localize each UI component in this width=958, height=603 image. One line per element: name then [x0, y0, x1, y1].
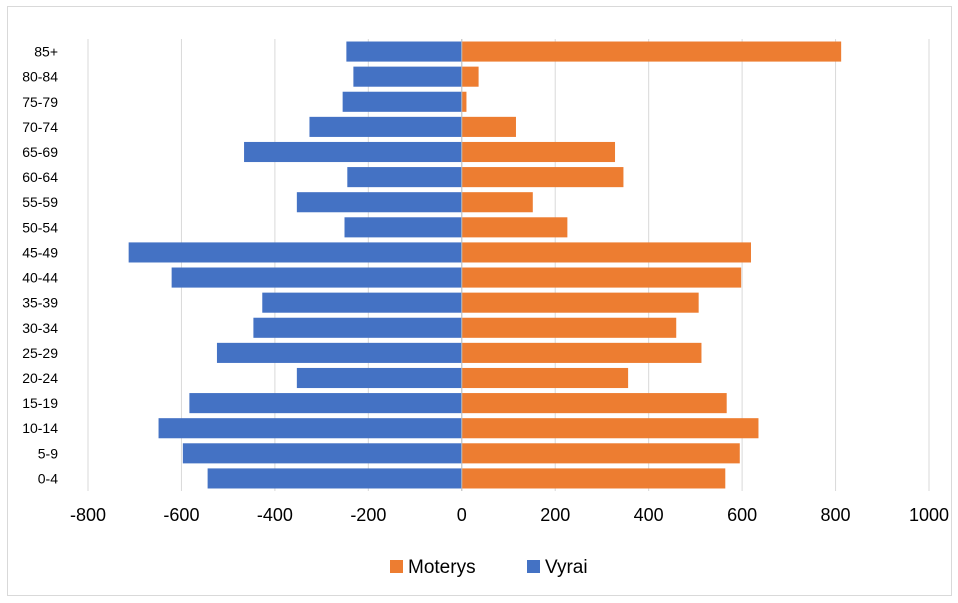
bar-vyrai-80-84	[353, 66, 462, 87]
x-tick-label: 800	[821, 505, 851, 525]
y-tick-label: 0-4	[38, 470, 58, 486]
bar-moterys-75-79	[461, 91, 467, 112]
bar-moterys-70-74	[461, 116, 516, 137]
bar-moterys-45-49	[461, 242, 751, 263]
y-tick-label: 50-54	[22, 219, 58, 235]
y-tick-label: 70-74	[22, 119, 58, 135]
y-tick-label: 45-49	[22, 244, 58, 260]
bar-vyrai-5-9	[182, 443, 462, 464]
legend-swatch-vyrai	[527, 560, 540, 573]
bar-moterys-15-19	[461, 393, 727, 414]
y-tick-label: 30-34	[22, 320, 58, 336]
x-tick-label: -600	[163, 505, 199, 525]
bar-vyrai-15-19	[189, 393, 462, 414]
bar-moterys-35-39	[461, 292, 699, 313]
x-tick-label: -800	[70, 505, 106, 525]
legend-swatch-moterys	[390, 560, 403, 573]
bar-vyrai-60-64	[347, 167, 462, 188]
bar-vyrai-35-39	[262, 292, 462, 313]
y-tick-label: 5-9	[38, 445, 58, 461]
x-tick-label: 1000	[909, 505, 949, 525]
x-tick-label: -200	[350, 505, 386, 525]
bar-vyrai-0-4	[207, 468, 462, 489]
x-tick-label: 600	[727, 505, 757, 525]
y-tick-label: 25-29	[22, 345, 58, 361]
legend-label-moterys: Moterys	[408, 557, 476, 578]
y-tick-label: 80-84	[22, 69, 58, 85]
bar-moterys-55-59	[461, 192, 533, 213]
legend-label-vyrai: Vyrai	[545, 557, 588, 578]
bar-vyrai-55-59	[296, 192, 462, 213]
bar-vyrai-70-74	[309, 116, 462, 137]
bar-moterys-60-64	[461, 167, 624, 188]
bar-moterys-10-14	[461, 418, 759, 439]
x-tick-label: 0	[457, 505, 467, 525]
bar-vyrai-65-69	[244, 141, 462, 163]
chart-area: -800 -600 -400 -200 0 200 400 600 800 1000 0-4 5-9 1…	[7, 6, 952, 596]
y-tick-label: 15-19	[22, 395, 58, 411]
bar-moterys-85+	[461, 41, 842, 62]
bar-vyrai-10-14	[158, 418, 462, 439]
bar-moterys-50-54	[461, 217, 568, 238]
bar-vyrai-85+	[346, 41, 462, 62]
bar-vyrai-50-54	[344, 217, 462, 238]
bar-moterys-0-4	[461, 468, 726, 489]
bar-vyrai-75-79	[342, 91, 462, 112]
bar-vyrai-20-24	[296, 367, 462, 389]
y-tick-label: 75-79	[22, 94, 58, 110]
bar-vyrai-30-34	[253, 317, 462, 338]
y-tick-label: 20-24	[22, 370, 58, 386]
bar-vyrai-45-49	[128, 242, 462, 263]
bar-moterys-40-44	[461, 267, 742, 288]
bar-vyrai-40-44	[171, 267, 462, 288]
y-tick-label: 60-64	[22, 169, 58, 185]
x-tick-label: 400	[634, 505, 664, 525]
bar-moterys-20-24	[461, 367, 629, 389]
y-tick-label: 85+	[34, 44, 58, 60]
x-tick-label: -400	[257, 505, 293, 525]
y-tick-label: 65-69	[22, 144, 58, 160]
bar-moterys-30-34	[461, 317, 677, 338]
bar-vyrai-25-29	[216, 342, 462, 363]
bar-moterys-25-29	[461, 342, 702, 363]
bar-moterys-5-9	[461, 443, 740, 464]
y-tick-label: 10-14	[22, 420, 58, 436]
y-tick-label: 35-39	[22, 295, 58, 311]
bar-moterys-80-84	[461, 66, 479, 87]
y-tick-label: 40-44	[22, 270, 58, 286]
y-tick-label: 55-59	[22, 194, 58, 210]
bar-moterys-65-69	[461, 141, 616, 163]
x-tick-label: 200	[540, 505, 570, 525]
population-pyramid-chart: -800 -600 -400 -200 0 200 400 600 800 1000 0-4 5-9 1…	[22, 39, 949, 578]
